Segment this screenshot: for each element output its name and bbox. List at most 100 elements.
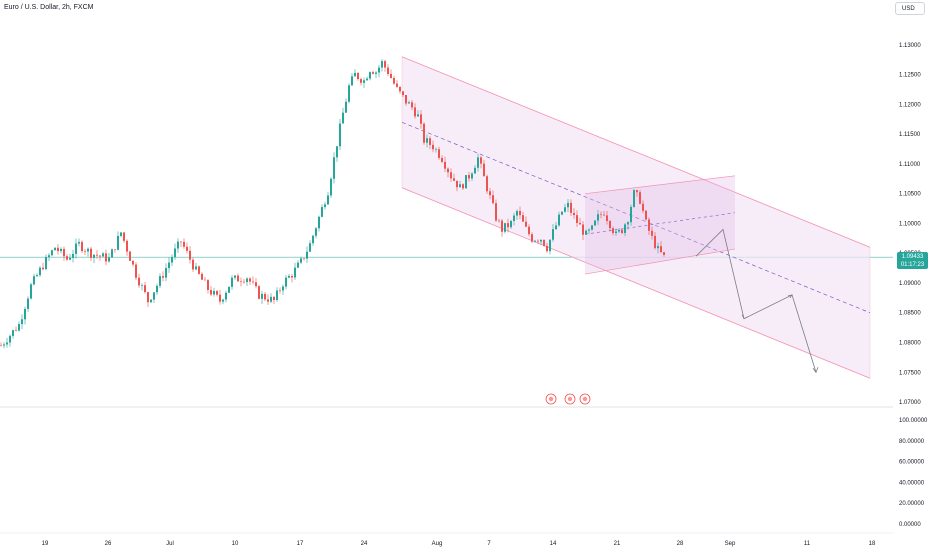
candle-body	[351, 76, 353, 86]
inner-upper-line	[584, 175, 736, 195]
candle-body	[108, 257, 110, 262]
x-tick-label: 21	[614, 541, 621, 547]
x-tick-label: 10	[232, 541, 239, 547]
candle-body	[327, 195, 329, 205]
candle-body	[207, 280, 209, 290]
candle-body	[372, 72, 374, 74]
candle-body	[258, 286, 260, 299]
x-tick-label: 24	[361, 541, 368, 547]
candle-body	[345, 101, 347, 113]
lower-y-tick-label: 100.00000	[899, 418, 928, 424]
candle-body	[324, 204, 326, 208]
candle-body	[54, 247, 56, 251]
candle-body	[432, 144, 434, 150]
candle-body	[81, 241, 83, 252]
candle-body	[663, 252, 665, 255]
candle-body	[291, 275, 293, 278]
y-tick-label: 1.12000	[899, 102, 921, 108]
candle-body	[243, 281, 245, 283]
candle-body	[288, 275, 290, 278]
candle-body	[360, 79, 362, 83]
candle-body	[90, 248, 92, 258]
candle-body	[219, 294, 221, 302]
candle-body	[459, 184, 461, 188]
candle-body	[234, 275, 236, 278]
candle-body	[501, 220, 503, 232]
candle-body	[147, 292, 149, 303]
lower-pane: 100.00000 80.00000 60.00000 40.00000 20.0000…	[899, 418, 928, 528]
candle-body	[42, 267, 44, 270]
candle-body	[21, 319, 23, 325]
inner-channel-fill	[585, 175, 735, 275]
channel-mid-line	[401, 121, 871, 314]
candle-body	[510, 220, 512, 228]
currency-button[interactable]: USD	[895, 2, 925, 15]
candle-body	[495, 203, 497, 221]
last-price-value: 1.09433	[901, 254, 924, 260]
candle-body	[60, 248, 62, 252]
candle-body	[195, 266, 197, 270]
candle-body	[129, 251, 131, 261]
candle-body	[576, 215, 578, 223]
candle-body	[381, 61, 383, 68]
candle-body	[426, 138, 428, 143]
candle-body	[567, 202, 569, 208]
x-tick-label: 26	[105, 541, 112, 547]
candle-body	[294, 267, 296, 278]
candle-body	[48, 255, 50, 257]
candle-body	[333, 157, 335, 179]
candle-body	[405, 95, 407, 104]
candle-body	[276, 290, 278, 301]
candle-body	[558, 214, 560, 226]
lower-y-tick-label: 20.00000	[899, 501, 925, 507]
candle-body	[414, 107, 416, 117]
candle-body	[165, 268, 167, 278]
candle-body	[543, 239, 545, 246]
candle-body	[594, 220, 596, 226]
candle-body	[486, 176, 488, 192]
candle-body	[9, 335, 11, 343]
candle-body	[552, 229, 554, 240]
x-tick-label: 14	[550, 541, 557, 547]
y-tick-label: 1.07000	[899, 400, 921, 406]
x-tick-label: 28	[677, 541, 684, 547]
channel-lower-line	[401, 187, 871, 379]
candle-body	[51, 250, 53, 256]
candle-body	[171, 256, 173, 263]
candle-body	[636, 190, 638, 193]
candle-body	[87, 248, 89, 252]
candle-body	[387, 67, 389, 74]
candle-body	[483, 163, 485, 177]
candle-body	[645, 210, 647, 220]
candle-body	[57, 247, 59, 252]
candle-body	[261, 293, 263, 299]
candle-body	[135, 264, 137, 278]
candle-body	[144, 285, 146, 293]
candle-body	[564, 207, 566, 212]
candle-body	[213, 290, 215, 295]
candle-body	[513, 215, 515, 221]
candle-body	[237, 275, 239, 282]
candle-body	[408, 102, 410, 104]
candle-body	[306, 251, 308, 259]
bar-countdown: 01:17:23	[900, 262, 925, 268]
candle-body	[186, 246, 188, 251]
candle-body	[435, 149, 437, 150]
candle-body	[624, 224, 626, 233]
y-tick-label: 1.11500	[899, 132, 921, 138]
candle-body	[606, 215, 608, 221]
candle-body	[141, 285, 143, 286]
candle-body	[225, 292, 227, 300]
candle-body	[438, 149, 440, 158]
candle-body	[249, 278, 251, 282]
candle-body	[591, 225, 593, 230]
candle-body	[477, 157, 479, 168]
candle-body	[588, 229, 590, 231]
candle-body	[297, 262, 299, 268]
candle-body	[366, 78, 368, 81]
candle-body	[168, 262, 170, 269]
candle-body	[66, 256, 68, 260]
candle-body	[282, 286, 284, 291]
candle-body	[573, 212, 575, 216]
